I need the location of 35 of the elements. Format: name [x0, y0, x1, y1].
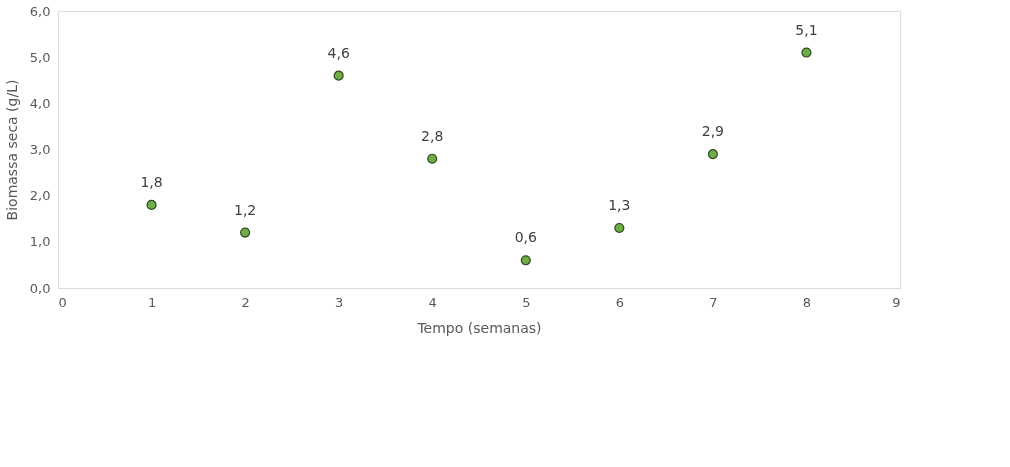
x-tick-label: 2: [241, 294, 250, 310]
y-tick-label: 6,0: [29, 3, 51, 19]
point: [333, 70, 344, 81]
y-tick-label: 4,0: [29, 95, 51, 111]
x-tick-label: 7: [709, 294, 718, 310]
data-label: 2,8: [421, 127, 444, 144]
point: [146, 199, 157, 210]
point: [520, 255, 531, 266]
y-tick-label: 3,0: [29, 142, 51, 157]
point: [707, 149, 718, 160]
data-label: 0,6: [514, 229, 537, 246]
y-tick-label: 5,0: [29, 49, 51, 65]
y-tick-label: 2,0: [29, 188, 51, 204]
point: [427, 153, 438, 164]
y-tick-label: 1,0: [29, 234, 51, 250]
x-axis-title: Tempo (semanas): [416, 319, 542, 336]
x-tick-label: 8: [802, 294, 812, 310]
data-label: 4,6: [327, 44, 350, 61]
data-label: 1,8: [140, 173, 163, 190]
data-label: 2,9: [701, 123, 725, 140]
x-tick-label: 0: [58, 294, 67, 310]
data-label: 1,3: [608, 196, 631, 213]
data-label: 1,2: [233, 201, 257, 218]
data-label: 5,1: [795, 21, 818, 38]
point: [614, 222, 625, 234]
x-tick-label: 1: [147, 294, 157, 310]
x-tick-label: 6: [615, 294, 624, 310]
x-tick-label: 5: [522, 294, 531, 310]
x-tick-label: 4: [428, 294, 437, 310]
y-axis-title: Biomassa seca (g/L): [3, 79, 20, 221]
point: [801, 47, 812, 58]
x-tick-label: 3: [335, 294, 344, 310]
x-tick-label: 9: [892, 294, 901, 310]
point: [240, 227, 251, 238]
y-tick-label: 0,0: [29, 280, 51, 296]
